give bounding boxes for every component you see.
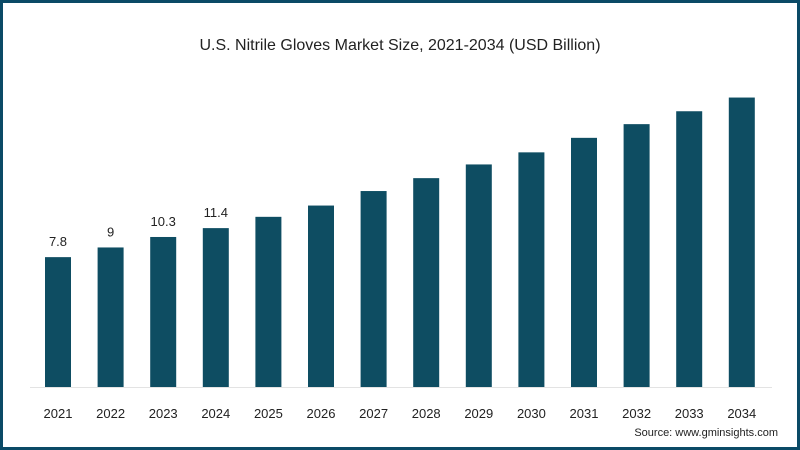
x-tick-label: 2031 <box>570 406 599 421</box>
x-tick-label: 2022 <box>96 406 125 421</box>
bar-2025 <box>255 216 282 387</box>
bar-2034 <box>728 97 755 387</box>
bar-2029 <box>465 164 492 387</box>
x-tick-label: 2032 <box>622 406 651 421</box>
bar-2023 <box>150 236 177 387</box>
bar-2026 <box>308 205 334 387</box>
x-tick-label: 2029 <box>464 406 493 421</box>
bar-2024 <box>202 228 229 387</box>
x-tick-label: 2024 <box>201 406 230 421</box>
bar-2027 <box>360 191 387 387</box>
data-label: 7.8 <box>49 234 67 249</box>
bar-2031 <box>571 137 597 387</box>
x-tick-label: 2026 <box>307 406 336 421</box>
x-tick-label: 2028 <box>412 406 441 421</box>
x-tick-label: 2030 <box>517 406 546 421</box>
x-tick-label: 2034 <box>727 406 756 421</box>
x-tick-label: 2027 <box>359 406 388 421</box>
bar-2032 <box>623 124 650 387</box>
bar-2022 <box>97 247 124 387</box>
bar-2030 <box>518 152 545 387</box>
source-note: Source: www.gminsights.com <box>634 427 778 439</box>
data-label: 10.3 <box>151 214 176 229</box>
x-tick-label: 2021 <box>44 406 73 421</box>
bar-2033 <box>676 111 703 387</box>
x-tick-label: 2025 <box>254 406 283 421</box>
x-tick-label: 2033 <box>675 406 704 421</box>
data-label: 9 <box>107 224 114 239</box>
bar-2021 <box>45 257 71 387</box>
chart-title: U.S. Nitrile Gloves Market Size, 2021-20… <box>199 37 601 54</box>
bar-2028 <box>413 178 440 387</box>
data-label: 11.4 <box>204 205 228 220</box>
x-tick-label: 2023 <box>149 406 178 421</box>
